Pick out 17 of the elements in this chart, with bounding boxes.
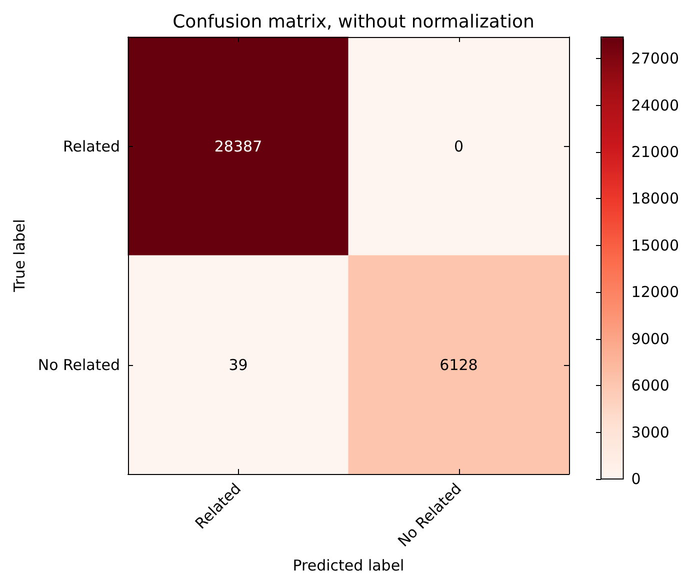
color-bar-label: 18000: [631, 190, 679, 208]
data-label: 28387: [214, 137, 262, 156]
color-bar-label: 6000: [631, 376, 670, 395]
color-bar-label: 9000: [631, 330, 670, 348]
data-label: 6128: [440, 356, 478, 374]
color-bar-label: 15000: [631, 236, 679, 254]
x-axis-title: Predicted label: [292, 556, 404, 574]
color-bar-label: 0: [631, 470, 641, 488]
data-label: 39: [228, 356, 248, 374]
color-bar-label: 21000: [631, 143, 679, 162]
color-bar-label: 24000: [631, 96, 679, 114]
color-bar-label: 12000: [631, 283, 679, 302]
y-axis-title: True label: [10, 219, 28, 293]
data-label: 0: [454, 137, 464, 156]
chart-title: Confusion matrix, without normalization: [172, 12, 534, 32]
color-bar-label: 3000: [631, 423, 670, 442]
color-bar-label: 27000: [631, 50, 679, 68]
